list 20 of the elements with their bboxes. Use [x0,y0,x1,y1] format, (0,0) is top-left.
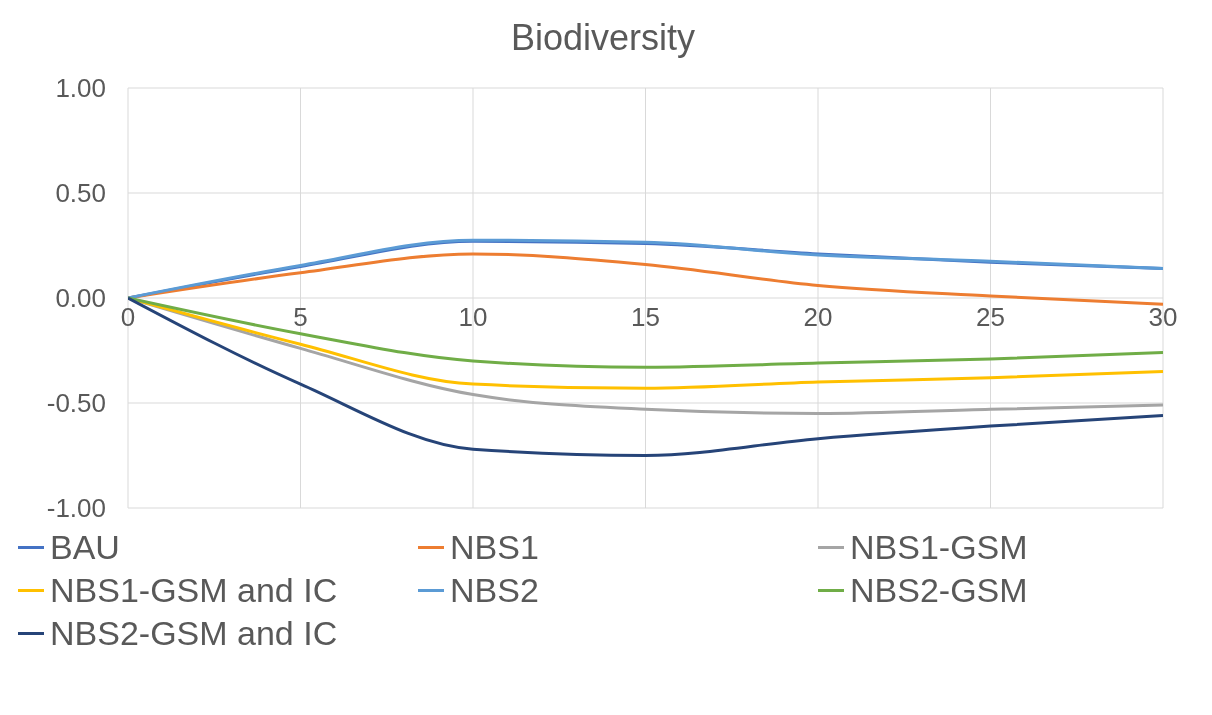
x-tick-label: 20 [803,302,833,332]
legend-label: NBS1 [450,528,539,567]
x-tick-label: 15 [631,302,660,332]
y-tick-label: -0.50 [46,388,106,419]
legend-label: NBS2 [450,571,539,610]
legend-label: NBS2-GSM [850,571,1028,610]
chart-title: Biodiversity [509,16,697,60]
y-tick-label: -1.00 [46,493,106,524]
x-tick-label: 25 [976,302,1005,332]
y-tick-label: 1.00 [55,73,106,104]
x-tick-label: 30 [1148,302,1178,332]
legend-label: NBS1-GSM and IC [50,571,338,610]
y-tick-label: 0.50 [55,178,106,209]
y-tick-label: 0.00 [55,283,106,314]
x-tick-label: 5 [293,302,308,332]
x-tick-label: 0 [120,302,136,332]
legend-label: NBS1-GSM [850,528,1028,567]
legend-label: BAU [50,528,120,567]
legend-label: NBS2-GSM and IC [50,614,338,653]
x-tick-label: 10 [458,302,488,332]
